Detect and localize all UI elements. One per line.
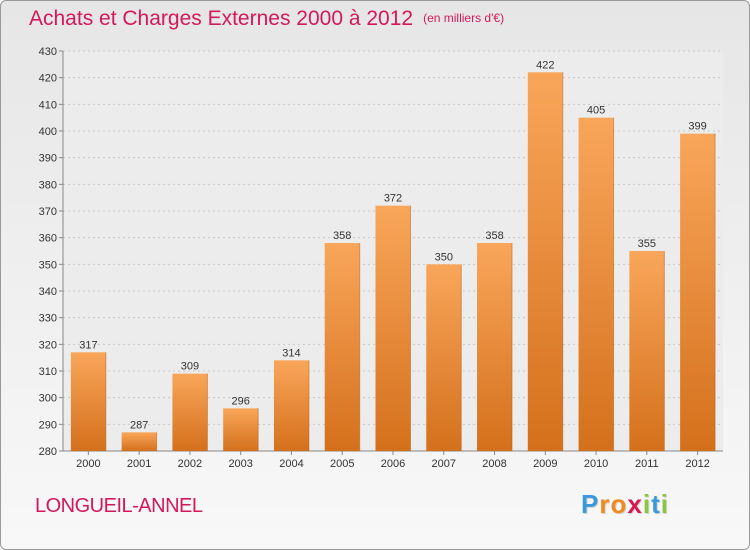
logo-letter: r bbox=[599, 489, 611, 519]
x-tick-label: 2012 bbox=[685, 458, 709, 470]
bar bbox=[527, 72, 563, 451]
y-tick-label: 370 bbox=[39, 206, 57, 218]
proxiti-logo: Proxiti bbox=[581, 489, 669, 520]
x-tick-label: 2003 bbox=[228, 458, 252, 470]
bar bbox=[680, 133, 716, 451]
data-label: 358 bbox=[485, 230, 503, 242]
data-label: 317 bbox=[79, 339, 97, 351]
x-tick-label: 2001 bbox=[127, 458, 151, 470]
y-tick-label: 360 bbox=[39, 233, 57, 245]
data-label: 314 bbox=[282, 347, 300, 359]
bar bbox=[375, 205, 411, 451]
data-label: 422 bbox=[536, 59, 554, 71]
x-tick-label: 2010 bbox=[584, 458, 608, 470]
y-tick-label: 280 bbox=[39, 446, 57, 458]
data-label: 287 bbox=[130, 419, 148, 431]
y-tick-label: 310 bbox=[39, 366, 57, 378]
data-label: 355 bbox=[638, 238, 656, 250]
logo-letter: t bbox=[651, 489, 661, 519]
data-label: 358 bbox=[333, 230, 351, 242]
logo-letter: i bbox=[642, 489, 652, 519]
unit-label: (en milliers d'€) bbox=[423, 11, 505, 25]
x-tick-label: 2011 bbox=[635, 458, 659, 470]
logo-letter: i bbox=[660, 489, 669, 519]
x-tick-label: 2004 bbox=[279, 458, 303, 470]
bar bbox=[273, 360, 309, 451]
x-tick-label: 2006 bbox=[381, 458, 405, 470]
title-text: Achats et Charges Externes 2000 à 2012 bbox=[29, 7, 414, 30]
y-tick-label: 300 bbox=[39, 393, 57, 405]
data-label: 399 bbox=[688, 121, 706, 133]
bar bbox=[629, 251, 665, 451]
bar bbox=[223, 408, 259, 451]
x-tick-label: 2007 bbox=[432, 458, 456, 470]
y-tick-label: 420 bbox=[39, 73, 57, 85]
bar bbox=[70, 352, 106, 451]
chart-title: Achats et Charges Externes 2000 à 2012 (e… bbox=[29, 7, 504, 31]
y-tick-label: 380 bbox=[39, 179, 57, 191]
bar bbox=[121, 432, 157, 451]
data-label: 405 bbox=[587, 105, 605, 117]
y-tick-label: 330 bbox=[39, 313, 57, 325]
logo-letter: x bbox=[627, 489, 643, 519]
bar bbox=[426, 264, 462, 451]
y-tick-label: 400 bbox=[39, 126, 57, 138]
data-label: 309 bbox=[181, 361, 199, 373]
y-tick-label: 410 bbox=[39, 99, 57, 111]
bar bbox=[324, 243, 360, 451]
x-tick-label: 2009 bbox=[533, 458, 557, 470]
y-tick-label: 320 bbox=[39, 339, 57, 351]
y-tick-label: 350 bbox=[39, 259, 57, 271]
bar bbox=[477, 243, 513, 451]
y-tick-label: 290 bbox=[39, 419, 57, 431]
x-tick-label: 2000 bbox=[76, 458, 100, 470]
data-label: 296 bbox=[232, 395, 250, 407]
x-tick-label: 2008 bbox=[482, 458, 506, 470]
data-label: 350 bbox=[435, 251, 453, 263]
data-label: 372 bbox=[384, 193, 402, 205]
location-label: LONGUEIL-ANNEL bbox=[35, 495, 203, 517]
x-tick-label: 2002 bbox=[178, 458, 202, 470]
logo-letter: o bbox=[610, 489, 628, 519]
bar bbox=[578, 117, 614, 452]
y-tick-label: 430 bbox=[39, 46, 57, 58]
logo-letter: P bbox=[581, 489, 600, 519]
x-tick-label: 2005 bbox=[330, 458, 354, 470]
bar bbox=[172, 373, 208, 451]
y-tick-label: 390 bbox=[39, 153, 57, 165]
y-tick-label: 340 bbox=[39, 286, 57, 298]
